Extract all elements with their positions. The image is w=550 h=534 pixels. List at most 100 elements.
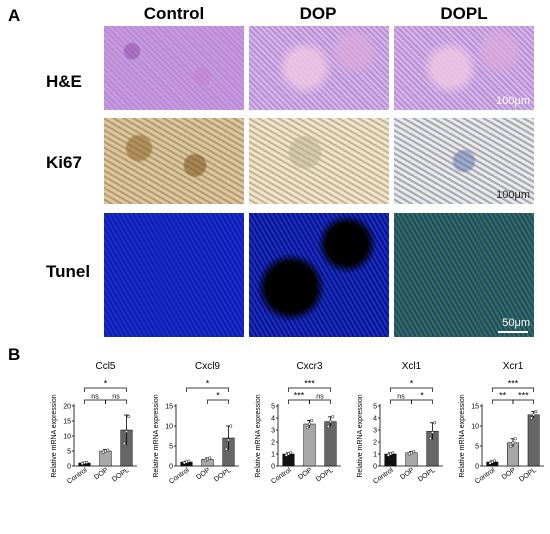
data-point (513, 437, 517, 441)
data-point (391, 451, 395, 455)
y-tick-label: 5 (169, 444, 173, 451)
significance-label: *** (518, 391, 529, 401)
x-tick-label: DOPL (111, 467, 131, 484)
chart-cxcl9: Cxcl9 Relative mRNA expression 0 5 10 15 Contr… (150, 358, 245, 529)
data-point (124, 429, 129, 434)
chart-cxcr3: Cxcr3 Relative mRNA expression 0 1 2 3 4 5 Contr… (252, 358, 347, 529)
tunel-control-image (104, 213, 244, 337)
data-point (509, 444, 513, 448)
significance-bracket (288, 387, 331, 392)
significance-bracket (288, 399, 310, 404)
significance-label: *** (508, 379, 519, 389)
significance-label: * (216, 391, 220, 401)
data-point (187, 459, 191, 463)
significance-label: ns (91, 394, 99, 401)
data-point (122, 441, 126, 446)
data-point (532, 413, 536, 417)
significance-bracket (84, 399, 106, 404)
tunel-dopl-image: 50μm (394, 213, 534, 337)
bar-dop (405, 452, 418, 467)
y-tick-label: 0 (271, 464, 275, 471)
x-tick-label: DOPL (518, 467, 538, 484)
significance-bracket (207, 399, 229, 404)
y-tick-label: 3 (373, 428, 377, 435)
y-tick-label: 10 (165, 424, 173, 431)
he-scale-label: 100μm (496, 95, 530, 107)
significance-bracket (390, 399, 412, 404)
data-point (511, 441, 515, 445)
row-label-ki67: Ki67 (46, 153, 82, 172)
y-axis-label: Relative mRNA expression (153, 394, 160, 477)
x-tick-label: DOPL (417, 467, 437, 484)
ki67-control-image (104, 118, 244, 204)
significance-bracket (84, 387, 127, 392)
data-point (529, 416, 534, 420)
x-tick-label: DOPL (213, 467, 233, 484)
y-tick-label: 15 (63, 419, 71, 426)
significance-bracket (390, 387, 433, 392)
bar-dop (303, 423, 316, 467)
significance-bracket (105, 399, 127, 404)
significance-bracket (411, 399, 433, 404)
column-header-dop: DOP (299, 4, 337, 23)
chart-xcr1: Xcr1 Relative mRNA expression 0 5 10 15 Contro… (456, 358, 550, 529)
row-label-he: H&E (46, 72, 82, 91)
x-tick-label: DOP (501, 467, 518, 482)
data-point (430, 430, 435, 434)
bar-dop (99, 450, 112, 467)
y-tick-label: 2 (373, 440, 377, 447)
x-tick-label: DOP (399, 467, 416, 482)
tunel-scale-bar (498, 331, 528, 333)
data-point (85, 460, 89, 464)
y-tick-label: 0 (475, 464, 479, 471)
y-tick-label: 5 (373, 404, 377, 411)
y-tick-label: 0 (67, 464, 71, 471)
data-point (229, 424, 233, 428)
y-tick-label: 15 (165, 404, 173, 411)
significance-label: * (104, 379, 108, 389)
ki67-dopl-image: 100μm (394, 118, 534, 204)
significance-label: ns (397, 394, 405, 401)
column-header-control: Control (143, 4, 205, 23)
tunel-scale-label: 50μm (502, 317, 530, 329)
data-point (331, 415, 335, 419)
y-tick-label: 15 (471, 404, 479, 411)
panel-b-label: B (8, 345, 21, 364)
significance-bracket (309, 399, 331, 404)
data-point (310, 418, 314, 422)
x-tick-label: DOPL (315, 467, 335, 484)
bar-dopl (527, 414, 540, 467)
significance-bracket (491, 399, 514, 404)
y-axis-label: Relative mRNA expression (357, 394, 364, 477)
data-point (412, 450, 416, 454)
chart-title: Xcr1 (503, 361, 524, 372)
y-tick-label: 1 (373, 452, 377, 459)
data-point (492, 459, 497, 463)
y-tick-label: 4 (271, 416, 275, 423)
data-point (534, 410, 538, 414)
chart-title: Cxcl9 (195, 361, 220, 372)
chart-title: Cxcr3 (296, 361, 323, 372)
significance-label: * (206, 379, 210, 389)
data-point (106, 448, 110, 452)
significance-label: * (420, 391, 424, 401)
tunel-dop-image (249, 213, 389, 337)
x-tick-label: DOP (297, 467, 314, 482)
significance-label: ns (316, 394, 324, 401)
y-tick-label: 5 (67, 449, 71, 456)
y-tick-label: 0 (169, 464, 173, 471)
bar-dopl (324, 421, 337, 467)
column-header-dopl: DOPL (440, 4, 488, 23)
data-point (305, 426, 309, 430)
bar-control (282, 453, 295, 467)
y-tick-label: 5 (475, 444, 479, 451)
x-tick-label: DOP (93, 467, 110, 482)
chart-title: Ccl5 (95, 361, 115, 372)
data-point (226, 438, 231, 442)
y-tick-label: 2 (271, 440, 275, 447)
data-point (224, 447, 228, 451)
y-tick-label: 10 (471, 424, 479, 431)
y-tick-label: 4 (373, 416, 377, 423)
data-point (289, 451, 293, 455)
chart-ccl5: Ccl5 Relative mRNA expression 0 5 10 15 20 Cont… (48, 358, 143, 529)
